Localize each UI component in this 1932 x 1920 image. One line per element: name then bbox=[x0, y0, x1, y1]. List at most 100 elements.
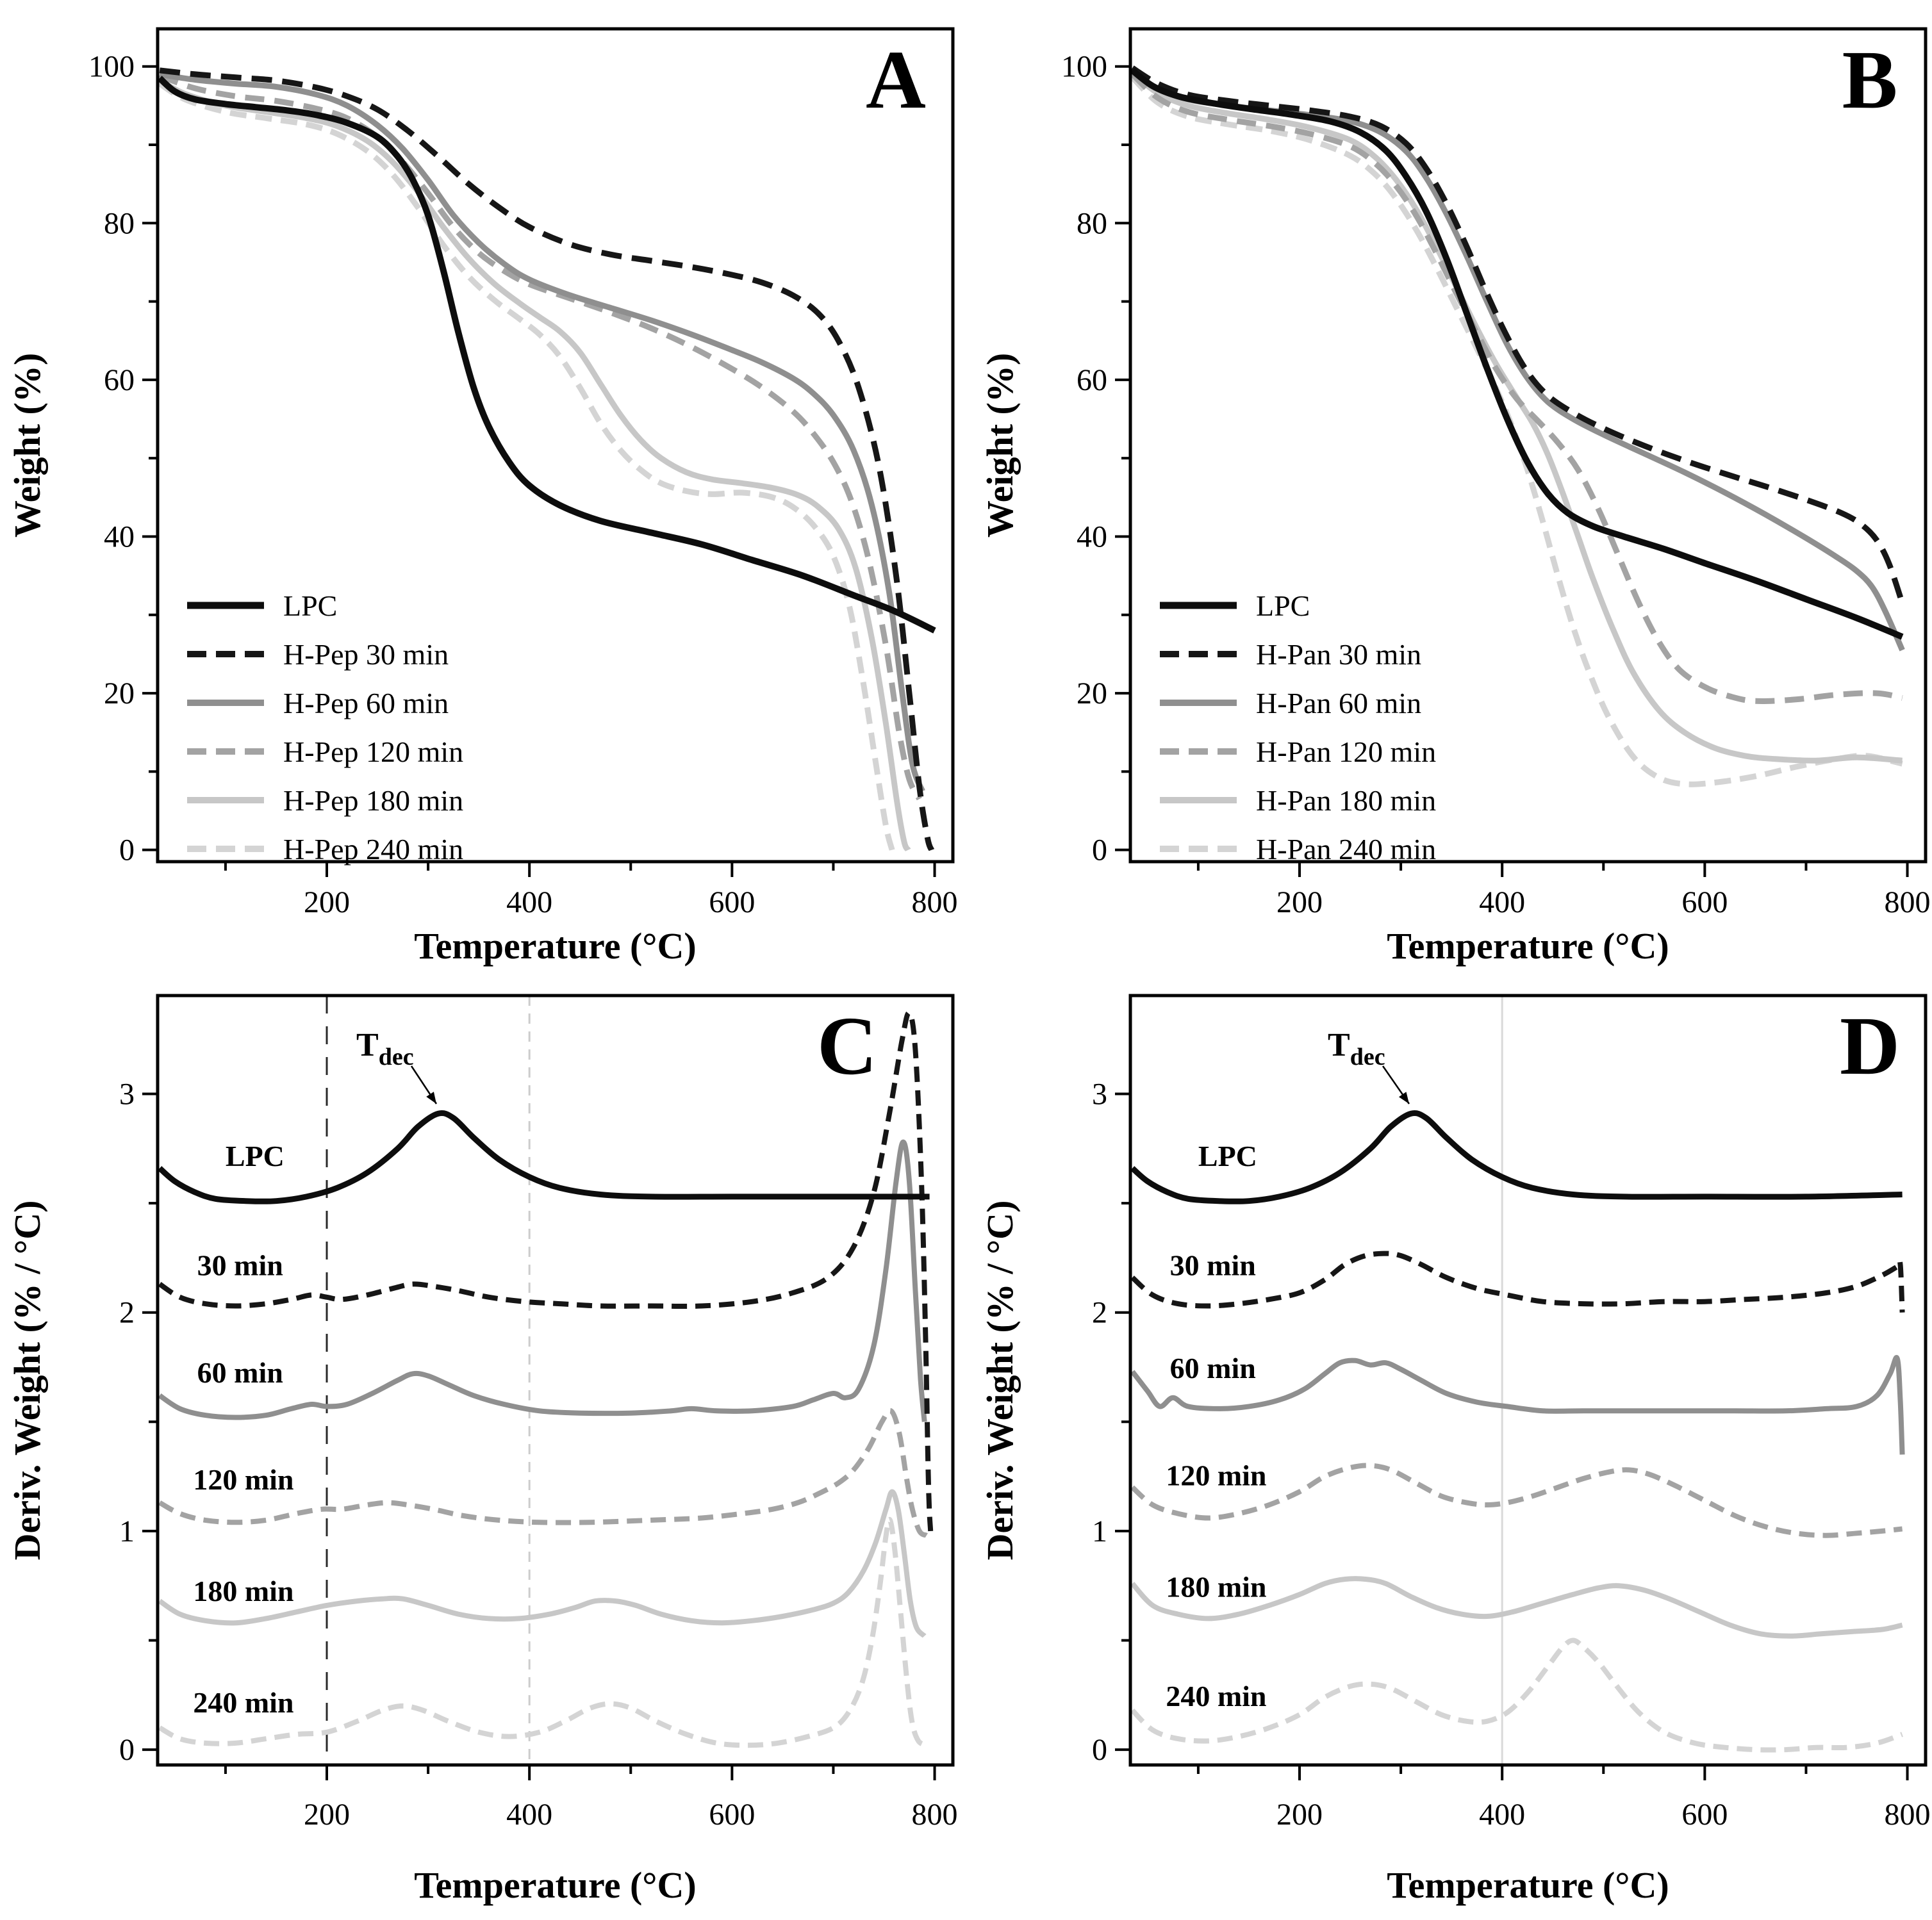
x-tick-label: 200 bbox=[1276, 1798, 1323, 1832]
series-h-pep-240-min bbox=[158, 81, 895, 851]
series-group bbox=[1130, 65, 1905, 787]
x-tick-label: 200 bbox=[304, 1798, 350, 1832]
series-h-pep-120-min bbox=[158, 73, 922, 801]
panel-c: 200 400 600 800 0 1 2 3 Temperature (°C) Deriv. W… bbox=[6, 994, 958, 1906]
x-tick-label: 200 bbox=[304, 885, 350, 919]
curve-label-30-min: 30 min bbox=[1170, 1249, 1256, 1282]
legend: LPC H-Pan 30 min H-Pan 60 min H-Pan 120 min… bbox=[1160, 589, 1436, 866]
legend-item-label: H-Pan 120 min bbox=[1256, 735, 1436, 768]
annotation-tdec: Tdec bbox=[1328, 1027, 1385, 1071]
x-tick-label: 600 bbox=[1681, 1798, 1728, 1832]
series-180-min bbox=[158, 1489, 927, 1638]
curve-label-120-min: 120 min bbox=[1166, 1459, 1266, 1491]
series-120-min bbox=[158, 1407, 928, 1538]
legend-item-label: H-Pep 60 min bbox=[283, 687, 449, 719]
x-axis-title: Temperature (°C) bbox=[414, 925, 696, 967]
y-tick-label: 80 bbox=[104, 206, 135, 240]
x-tick-label: 800 bbox=[912, 1798, 958, 1832]
x-tick-label: 800 bbox=[1885, 885, 1931, 919]
y-tick-label: 0 bbox=[1092, 833, 1107, 867]
panel-d: 200 400 600 800 0 1 2 3 Temperature (°C) Deriv. W… bbox=[979, 994, 1931, 1906]
y-tick-label: 20 bbox=[104, 677, 135, 710]
legend-item-label: H-Pan 60 min bbox=[1256, 687, 1421, 719]
legend-item-label: H-Pep 180 min bbox=[283, 784, 463, 817]
series-lpc bbox=[157, 76, 936, 634]
curve-label-lpc: LPC bbox=[1198, 1140, 1257, 1172]
x-tick-label: 400 bbox=[506, 885, 552, 919]
curve-label-60-min: 60 min bbox=[197, 1356, 283, 1389]
curve-label-120-min: 120 min bbox=[193, 1463, 293, 1496]
panel-letter-c: C bbox=[817, 1000, 877, 1092]
annotation-tdec: Tdec bbox=[356, 1027, 414, 1071]
y-tick-label: 1 bbox=[119, 1514, 135, 1548]
y-axis-title: Deriv. Weight (% / °C) bbox=[6, 1201, 48, 1561]
series-group bbox=[157, 67, 936, 852]
y-tick-label: 1 bbox=[1092, 1514, 1107, 1548]
series-240-min bbox=[1130, 1637, 1903, 1753]
panel-letter-b: B bbox=[1842, 34, 1898, 126]
y-tick-label: 60 bbox=[104, 363, 135, 397]
x-tick-label: 400 bbox=[1479, 885, 1525, 919]
series-30-min bbox=[158, 1010, 934, 1532]
y-tick-label: 60 bbox=[1077, 363, 1107, 397]
y-tick-label: 0 bbox=[119, 833, 135, 867]
series-h-pan-240-min bbox=[1130, 75, 1903, 787]
series-h-pep-30-min bbox=[159, 67, 935, 851]
x-axis-title: Temperature (°C) bbox=[1387, 1864, 1669, 1906]
annotation-arrow-head bbox=[426, 1092, 436, 1104]
series-lpc bbox=[1130, 1110, 1903, 1204]
x-tick-label: 600 bbox=[709, 1798, 755, 1832]
legend-item-label: H-Pan 240 min bbox=[1256, 833, 1436, 866]
series-60-min bbox=[158, 1139, 927, 1422]
legend-item-label: H-Pep 240 min bbox=[283, 833, 463, 866]
curve-label-180-min: 180 min bbox=[193, 1575, 293, 1607]
x-tick-label: 200 bbox=[1276, 885, 1323, 919]
y-tick-label: 3 bbox=[1092, 1078, 1107, 1112]
series-h-pep-180-min bbox=[158, 78, 911, 852]
y-axis-title: Weight (%) bbox=[979, 353, 1021, 537]
x-axis-title: Temperature (°C) bbox=[1387, 925, 1669, 967]
series-h-pan-120-min bbox=[1130, 72, 1903, 704]
y-axis-title: Deriv. Weight (% / °C) bbox=[979, 1201, 1021, 1561]
y-tick-label: 3 bbox=[119, 1078, 135, 1112]
x-axis-title: Temperature (°C) bbox=[414, 1864, 696, 1906]
legend-item-label: H-Pep 120 min bbox=[283, 735, 463, 768]
legend: LPC H-Pep 30 min H-Pep 60 min H-Pep 120 min… bbox=[187, 589, 463, 866]
legend-item-label: H-Pan 180 min bbox=[1256, 784, 1436, 817]
legend-item-label: H-Pan 30 min bbox=[1256, 638, 1421, 671]
series-h-pan-30-min bbox=[1130, 65, 1905, 604]
series-group bbox=[158, 1010, 934, 1748]
curve-label-lpc: LPC bbox=[226, 1140, 285, 1172]
y-tick-label: 2 bbox=[119, 1296, 135, 1330]
curve-label-240-min: 240 min bbox=[1166, 1680, 1266, 1712]
x-tick-label: 600 bbox=[1681, 885, 1728, 919]
curve-label-240-min: 240 min bbox=[193, 1686, 293, 1719]
panel-letter-a: A bbox=[866, 34, 926, 126]
panel-b: 200 400 600 800 0 20 40 60 80 100 Temperature (°C)… bbox=[979, 27, 1931, 967]
y-tick-label: 80 bbox=[1077, 206, 1107, 240]
axis-frame bbox=[1128, 27, 1928, 864]
x-tick-label: 400 bbox=[1479, 1798, 1525, 1832]
y-tick-label: 0 bbox=[119, 1733, 135, 1767]
y-axis-title: Weight (%) bbox=[6, 353, 48, 537]
y-tick-label: 2 bbox=[1092, 1296, 1107, 1330]
annotation-arrow-head bbox=[1398, 1092, 1409, 1104]
y-tick-label: 100 bbox=[88, 50, 135, 84]
y-tick-label: 100 bbox=[1061, 50, 1107, 84]
series-240-min bbox=[158, 1516, 928, 1748]
series-30-min bbox=[1130, 1251, 1905, 1313]
panel-letter-d: D bbox=[1840, 1000, 1900, 1092]
axis-frame bbox=[156, 994, 955, 1767]
series-120-min bbox=[1130, 1463, 1903, 1538]
x-tick-label: 600 bbox=[709, 885, 755, 919]
series-h-pep-60-min bbox=[159, 71, 925, 792]
y-tick-label: 40 bbox=[104, 520, 135, 554]
y-tick-label: 0 bbox=[1092, 1733, 1107, 1767]
curve-label-180-min: 180 min bbox=[1166, 1570, 1266, 1603]
legend-item-label: H-Pep 30 min bbox=[283, 638, 449, 671]
series-group bbox=[1130, 1110, 1905, 1753]
curve-label-30-min: 30 min bbox=[197, 1249, 283, 1282]
curve-label-60-min: 60 min bbox=[1170, 1352, 1256, 1384]
